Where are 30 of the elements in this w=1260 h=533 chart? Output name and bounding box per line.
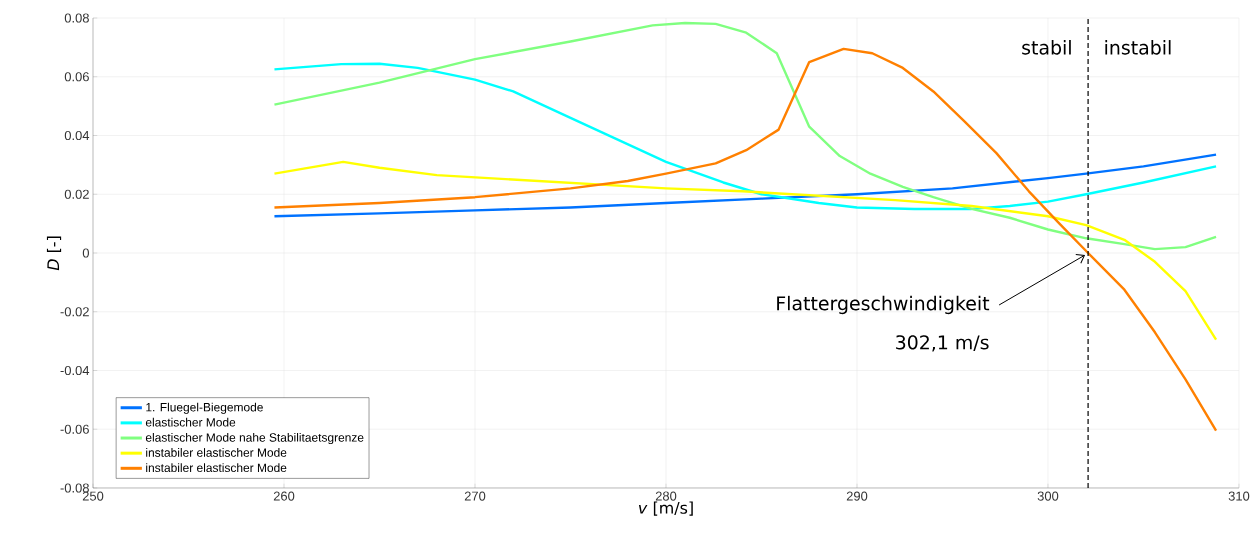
y-axis-title: D [-]: [46, 236, 62, 271]
legend-label: instabiler elastischer Mode: [146, 463, 287, 473]
annotation: 302,1 m/s: [896, 335, 989, 352]
line-series: [273, 21, 1218, 251]
x-tick-label: 290: [846, 491, 868, 501]
y-tick-label: 0.02: [64, 189, 89, 199]
x-tick-label: 250: [82, 491, 104, 501]
x-tick-label: 270: [464, 491, 486, 501]
y-tick-label: 0.08: [64, 13, 89, 23]
legend-label: instabiler elastischer Mode: [146, 448, 287, 457]
line-series: [273, 153, 1218, 218]
x-tick-label: 280: [655, 491, 677, 501]
annotation: Flattergeschwindigkeit: [777, 295, 990, 315]
y-tick-label: -0.04: [60, 365, 90, 376]
y-tick-label: -0.02: [60, 307, 89, 317]
annotation: instabil: [1105, 40, 1171, 55]
legend-label: elastischer Mode nahe Stabilitaetsgrenze: [145, 432, 364, 445]
x-tick-label: 260: [273, 491, 295, 501]
x-axis-title: v [m/s]: [638, 501, 693, 516]
y-tick-label: -0.06: [60, 424, 89, 434]
legend-label: 1. Fluegel-Biegemode: [146, 402, 263, 414]
x-tick-label: 300: [1037, 491, 1059, 501]
legend-label: elastischer Mode: [145, 417, 236, 427]
x-tick-label: 310: [1228, 491, 1250, 501]
y-tick-label: -0.08: [60, 483, 89, 493]
annotation: stabil: [1022, 40, 1071, 55]
y-tick-label: 0.04: [64, 130, 90, 141]
line-series: [273, 62, 1218, 211]
y-tick-label: 0: [82, 248, 89, 258]
y-tick-label: 0.06: [64, 72, 89, 82]
